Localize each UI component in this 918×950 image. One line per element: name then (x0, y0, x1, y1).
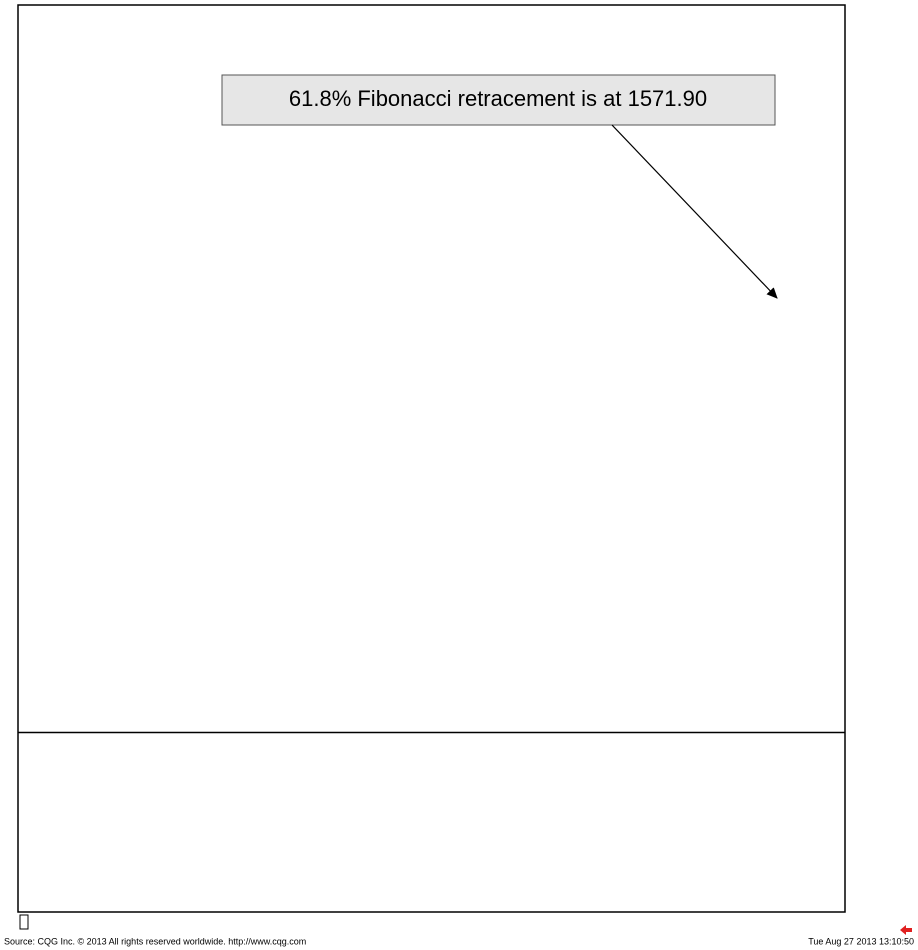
annotation-box (221, 74, 776, 126)
corner-icon (19, 914, 29, 930)
scroll-arrow (900, 925, 912, 935)
annotation-arrow (611, 124, 778, 299)
timestamp: Tue Aug 27 2013 13:10:50 (808, 936, 914, 946)
source: Source: CQG Inc. © 2013 All rights reser… (4, 936, 306, 946)
frame (17, 4, 846, 913)
annotation: 61.8% Fibonacci retracement is at 1571.9… (289, 86, 707, 111)
